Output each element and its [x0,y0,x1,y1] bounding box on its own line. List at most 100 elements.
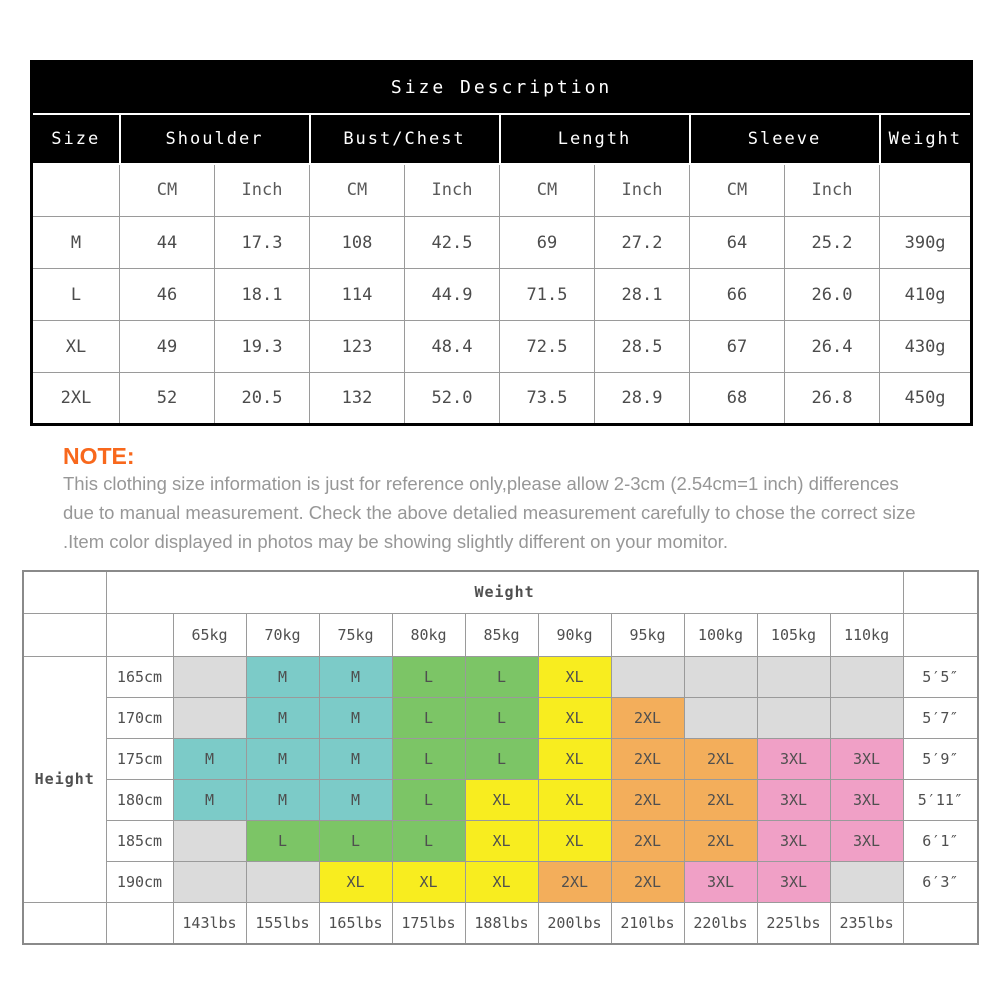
fit-cell: 3XL [756,737,831,780]
height-ft-label: 5′7″ [902,696,979,739]
fit-cell: XL [464,860,539,903]
size-cell: 28.9 [594,372,690,425]
height-row-label: 180cm [105,778,174,821]
fit-cell [245,860,320,903]
size-cell: 450g [878,372,973,425]
corner-blank [902,570,979,614]
fit-cell: 2XL [610,819,685,862]
kg-label: 100kg [683,612,758,657]
kg-label: 70kg [245,612,320,657]
fit-cell: L [464,655,539,698]
fit-cell: XL [537,696,612,739]
corner-blank [22,612,107,657]
col-header-weight: Weight [878,112,973,165]
size-cell: 64 [689,216,785,269]
fit-cell: XL [537,655,612,698]
fit-cell [756,696,831,739]
size-cell: 66 [689,268,785,321]
fit-cell: 3XL [756,778,831,821]
height-ft-label: 5′9″ [902,737,979,780]
size-cell: 17.3 [214,216,310,269]
size-cell: 28.1 [594,268,690,321]
fit-cell: XL [537,737,612,780]
note-heading: NOTE: [63,443,135,469]
fit-cell: 2XL [610,737,685,780]
fit-cell: L [391,819,466,862]
fit-cell: M [172,737,247,780]
fit-cell: 3XL [829,737,904,780]
fit-cell: 3XL [756,860,831,903]
height-ft-label: 6′3″ [902,860,979,903]
kg-label: 65kg [172,612,247,657]
size-cell: 410g [878,268,973,321]
fit-cell: M [245,778,320,821]
fit-cell [172,819,247,862]
fit-cell: XL [537,778,612,821]
size-cell: 52 [119,372,215,425]
lbs-label: 188lbs [464,901,539,945]
size-cell: 20.5 [214,372,310,425]
size-row-xl: XL 49 19.3 123 48.4 72.5 28.5 67 26.4 43… [31,320,973,373]
size-cell: 42.5 [404,216,500,269]
height-ft-label: 6′1″ [902,819,979,862]
fit-cell: 3XL [683,860,758,903]
size-row-2xl: 2XL 52 20.5 132 52.0 73.5 28.9 68 26.8 4… [31,372,973,425]
size-table-title: Size Description [30,60,973,115]
unit-blank [31,163,120,217]
fit-cell: L [318,819,393,862]
unit-label: Inch [214,163,310,217]
lbs-label: 210lbs [610,901,685,945]
size-cell: 72.5 [499,320,595,373]
corner-blank [22,570,107,614]
fit-cell: M [318,737,393,780]
height-row-label: 190cm [105,860,174,903]
size-cell: 28.5 [594,320,690,373]
size-cell: 132 [309,372,405,425]
size-cell: 123 [309,320,405,373]
fit-cell: 2XL [537,860,612,903]
fit-cell [683,696,758,739]
fit-cell [172,655,247,698]
lbs-label: 235lbs [829,901,904,945]
fit-cell [683,655,758,698]
col-header-shoulder: Shoulder [118,112,311,165]
corner-blank [105,612,174,657]
kg-label: 95kg [610,612,685,657]
size-cell: 19.3 [214,320,310,373]
fit-cell: 2XL [610,778,685,821]
size-cell: 67 [689,320,785,373]
lbs-label: 143lbs [172,901,247,945]
height-ft-label: 5′11″ [902,778,979,821]
fit-cell [756,655,831,698]
size-row-label: M [31,216,120,269]
fit-cell: M [245,655,320,698]
size-cell: 49 [119,320,215,373]
fit-cell: XL [464,778,539,821]
note-line: .Item color displayed in photos may be s… [63,531,728,552]
size-cell: 27.2 [594,216,690,269]
size-cell: 25.2 [784,216,880,269]
kg-label: 110kg [829,612,904,657]
fit-cell: XL [318,860,393,903]
note-section: NOTE: This clothing size information is … [63,443,963,556]
weight-axis-header: Weight [105,570,904,614]
size-cell: 73.5 [499,372,595,425]
fit-cell: M [318,696,393,739]
size-row-m: M 44 17.3 108 42.5 69 27.2 64 25.2 390g [31,216,973,269]
size-row-label: 2XL [31,372,120,425]
kg-label: 85kg [464,612,539,657]
unit-label: CM [309,163,405,217]
fit-cell: L [464,696,539,739]
fit-cell: L [391,778,466,821]
col-header-size: Size [30,112,121,165]
size-cell: 26.0 [784,268,880,321]
fit-cell [829,655,904,698]
size-cell: 390g [878,216,973,269]
size-cell: 69 [499,216,595,269]
size-cell: 26.4 [784,320,880,373]
corner-blank [902,612,979,657]
height-row-label: 165cm [105,655,174,698]
fit-cell: M [245,737,320,780]
fit-cell [610,655,685,698]
size-cell: 44.9 [404,268,500,321]
